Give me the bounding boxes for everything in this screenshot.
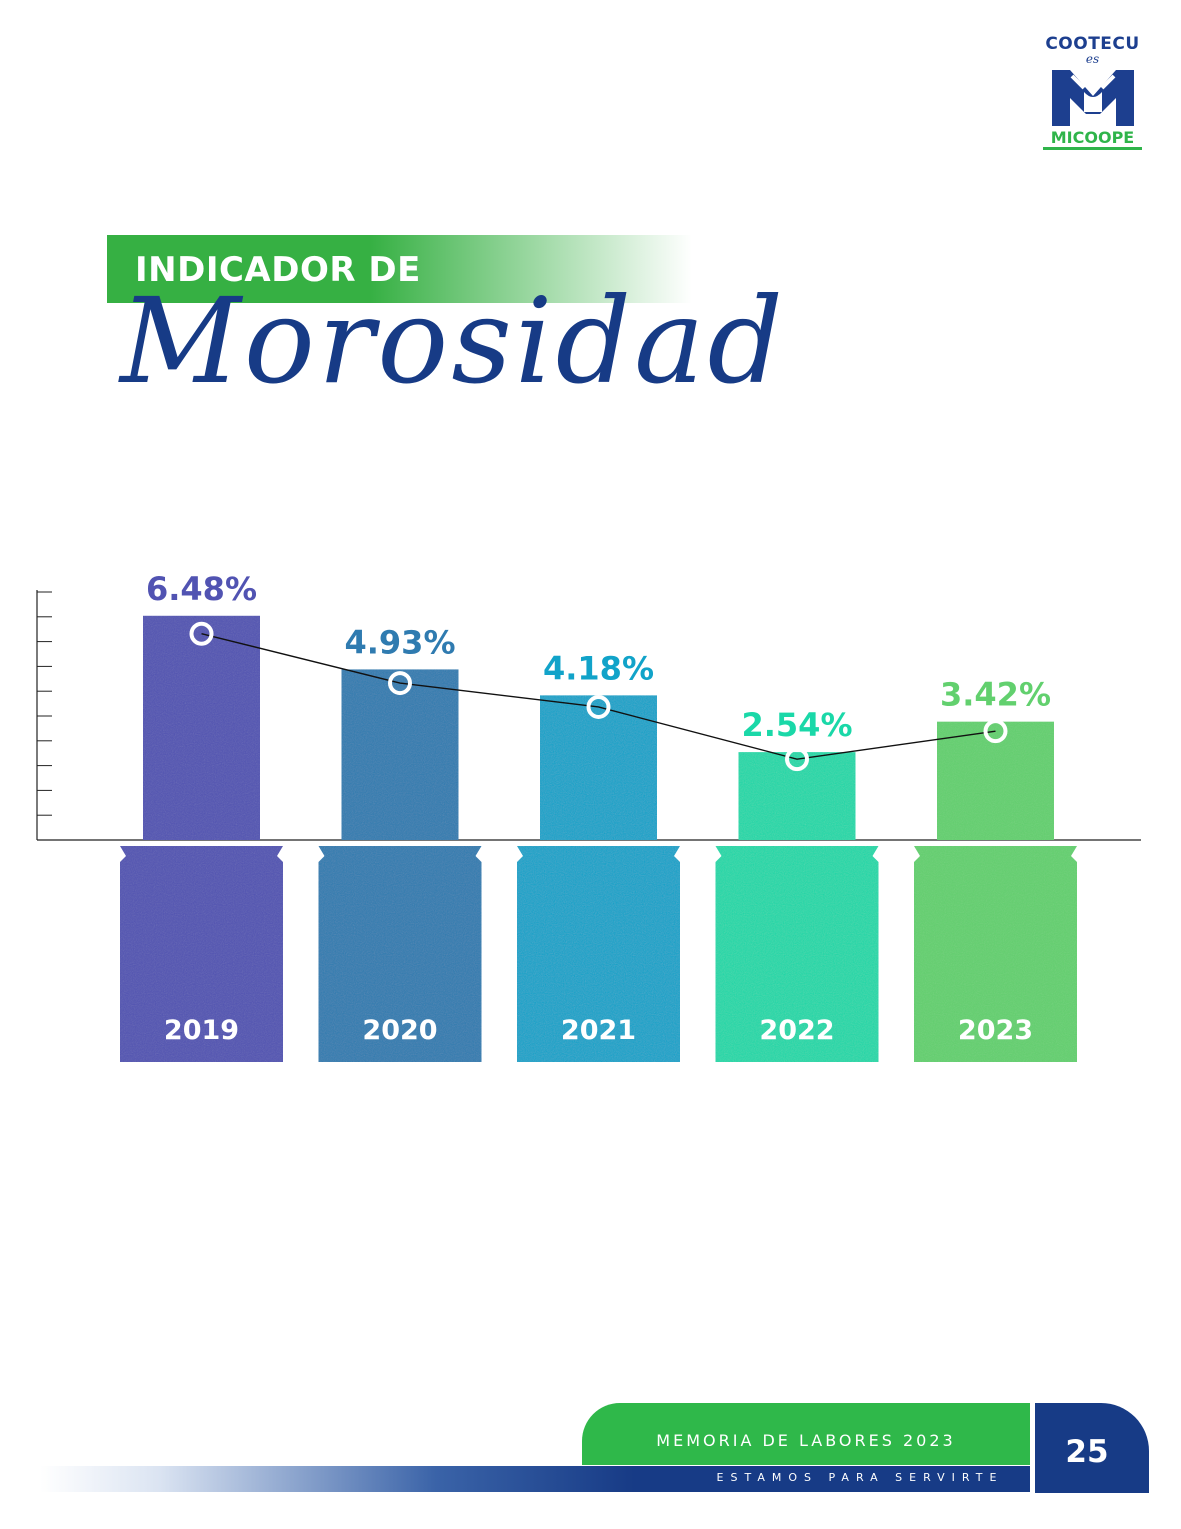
year-label: 2022 (759, 1015, 834, 1046)
page-number: 25 (1065, 1434, 1109, 1470)
trend-marker (189, 621, 214, 646)
trend-marker (785, 747, 809, 772)
year-bases: 2019 2020 2021 2022 2023 (120, 846, 1077, 1062)
logo-mid-text: es (1085, 52, 1100, 66)
value-labels: 6.48% 4.93% 4.18% 2.54% 3.42% (146, 570, 1051, 744)
bar (143, 615, 260, 840)
year-base (715, 846, 879, 1062)
bar (540, 695, 657, 840)
year-base (914, 846, 1077, 1062)
bars (143, 615, 1054, 840)
page-number-box (1035, 1403, 1149, 1493)
logo-m-icon (1052, 70, 1134, 126)
year-label: 2021 (561, 1015, 636, 1046)
bar (738, 752, 856, 840)
title-banner (107, 235, 692, 303)
trend-marker (586, 694, 611, 719)
year-label: 2019 (164, 1015, 239, 1046)
trend-line-path (201, 633, 996, 760)
year-base (120, 846, 283, 1062)
morosidad-chart: 2019 2020 2021 2022 2023 6.48% 4.93% 4.18% 2.54… (36, 570, 1141, 1062)
title-line2: Morosidad (120, 272, 787, 410)
value-label: 6.48% (146, 570, 257, 608)
logo-top-text: COOTECU (1045, 34, 1140, 54)
cootecu-micoope-logo: COOTECU es MICOOPE (1030, 30, 1155, 155)
value-label: 4.93% (344, 623, 455, 661)
value-label: 2.54% (741, 706, 852, 744)
year-base (517, 846, 680, 1062)
value-label: 4.18% (543, 649, 654, 687)
year-base (318, 846, 482, 1062)
trend-line (189, 621, 1008, 772)
year-label: 2023 (958, 1015, 1033, 1046)
year-label: 2020 (362, 1015, 437, 1046)
value-label: 3.42% (940, 676, 1051, 714)
logo-bottom-text: MICOOPE (1030, 128, 1155, 150)
title-line1: INDICADOR DE (135, 250, 421, 290)
footer-gradient-bar (40, 1466, 1030, 1492)
footer-green-tab (582, 1403, 1030, 1465)
bar (341, 669, 459, 840)
footer-slogan: ESTAMOS PARA SERVIRTE (716, 1471, 1004, 1484)
trend-marker (983, 719, 1008, 744)
footer-memoria-text: MEMORIA DE LABORES 2023 (656, 1431, 956, 1450)
trend-marker (388, 671, 412, 696)
